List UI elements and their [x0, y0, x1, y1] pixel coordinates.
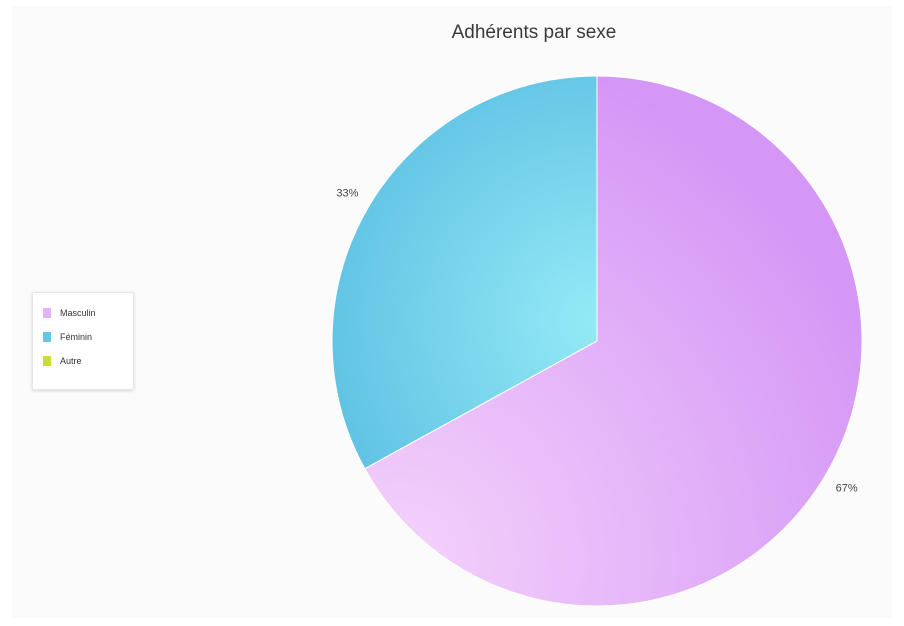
legend-swatch-feminin — [43, 332, 51, 342]
slice-label-feminin: 33% — [336, 187, 358, 199]
legend-label-feminin: Féminin — [60, 332, 93, 342]
legend-label-autre: Autre — [60, 356, 82, 366]
pie-slice-feminin[interactable] — [331, 75, 598, 470]
legend-item-feminin[interactable]: Féminin — [43, 325, 133, 349]
legend-label-masculin: Masculin — [60, 308, 96, 318]
chart-title: Adhérents par sexe — [451, 22, 617, 43]
legend-swatch-masculin — [43, 308, 51, 318]
pie-slice-masculin[interactable] — [364, 75, 863, 607]
legend-item-autre[interactable]: Autre — [43, 349, 133, 373]
chart-legend: Masculin Féminin Autre — [32, 292, 134, 390]
slice-label-masculin: 67% — [836, 483, 858, 495]
legend-item-masculin[interactable]: Masculin — [43, 301, 133, 325]
legend-swatch-autre — [43, 356, 51, 366]
